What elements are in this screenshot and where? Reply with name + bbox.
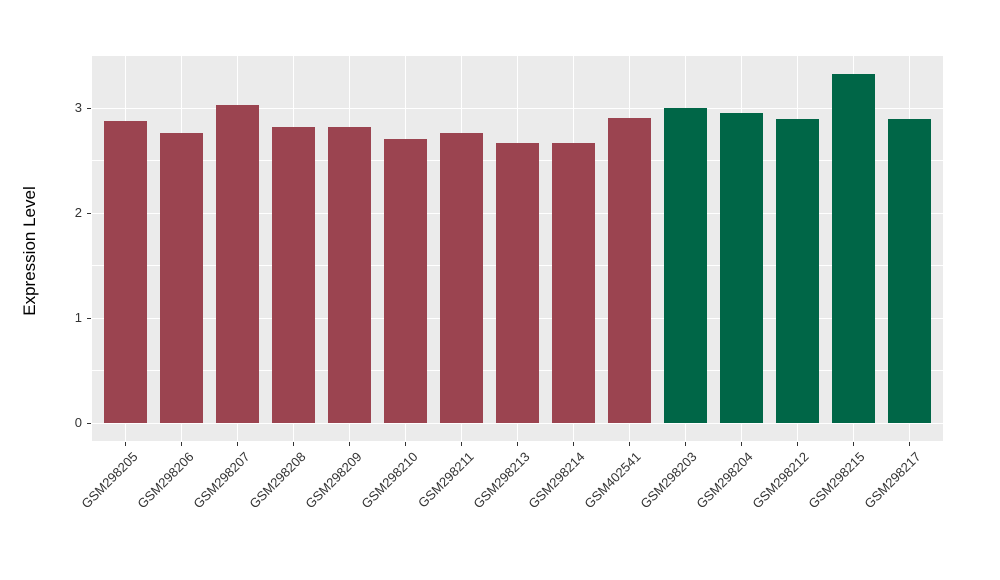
y-tick-label: 2 — [74, 205, 82, 221]
bar-GSM298207 — [216, 105, 260, 424]
x-tick-mark — [292, 442, 295, 446]
bar-GSM298217 — [887, 118, 931, 424]
x-tick-mark — [852, 442, 855, 446]
bar-GSM298212 — [775, 118, 819, 424]
x-tick-mark — [908, 442, 911, 446]
bar-GSM402541 — [607, 117, 651, 424]
y-tick-mark — [87, 317, 91, 320]
bar-GSM298209 — [328, 127, 372, 424]
bar-GSM298215 — [831, 73, 875, 424]
x-tick-mark — [460, 442, 463, 446]
bar-GSM298210 — [384, 138, 428, 424]
bar-GSM298204 — [719, 112, 763, 424]
bar-GSM298211 — [440, 132, 483, 424]
x-tick-mark — [404, 442, 407, 446]
y-tick-mark — [87, 212, 91, 215]
plot-panel — [92, 56, 943, 441]
bar-GSM298213 — [496, 143, 539, 424]
x-tick-mark — [124, 442, 127, 446]
x-tick-mark — [740, 442, 743, 446]
bar-GSM298206 — [160, 132, 204, 424]
y-tick-mark — [87, 422, 91, 425]
x-tick-mark — [348, 442, 351, 446]
x-tick-mark — [684, 442, 687, 446]
y-tick-label: 1 — [74, 310, 82, 326]
bar-GSM298205 — [104, 121, 148, 424]
x-tick-mark — [180, 442, 183, 446]
x-tick-mark — [796, 442, 799, 446]
x-tick-mark — [572, 442, 575, 446]
y-tick-label: 0 — [74, 415, 82, 431]
bar-GSM298208 — [272, 127, 316, 424]
x-tick-mark — [628, 442, 631, 446]
y-tick-label: 3 — [74, 100, 82, 116]
x-tick-mark — [236, 442, 239, 446]
x-tick-mark — [516, 442, 519, 446]
y-tick-mark — [87, 107, 91, 110]
bar-GSM298203 — [663, 108, 707, 424]
bar-GSM298214 — [551, 143, 595, 424]
